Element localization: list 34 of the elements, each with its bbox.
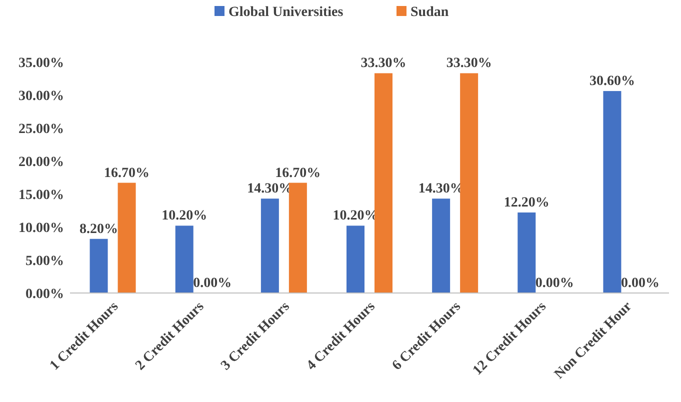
y-tick-label: 0.00%	[26, 286, 64, 302]
data-label: 33.30%	[446, 56, 492, 72]
y-tick-label: 20.00%	[18, 154, 64, 170]
data-label: 16.70%	[104, 166, 150, 181]
data-label: 0.00%	[620, 276, 660, 291]
data-label: 10.20%	[162, 208, 208, 224]
bar	[432, 198, 450, 293]
bar	[288, 182, 307, 293]
data-label: 8.20%	[80, 222, 118, 237]
data-label: 30.60%	[589, 74, 635, 90]
legend-label: Global Universities	[228, 5, 344, 20]
data-label: 12.20%	[504, 195, 550, 210]
bar	[346, 226, 364, 293]
bar	[603, 91, 622, 293]
bar	[260, 198, 279, 293]
data-label: 10.20%	[332, 208, 378, 224]
data-label: 14.30%	[247, 182, 293, 197]
bar	[175, 226, 194, 293]
bar	[90, 238, 108, 293]
data-label: 33.30%	[360, 56, 406, 72]
y-tick-label: 5.00%	[26, 254, 64, 269]
bar	[118, 182, 136, 293]
y-tick-label: 15.00%	[18, 188, 64, 203]
data-label: 0.00%	[535, 276, 574, 291]
y-tick-label: 25.00%	[18, 122, 64, 137]
bar	[460, 73, 478, 293]
data-label: 16.70%	[275, 166, 321, 181]
bar	[374, 73, 392, 293]
y-tick-label: 35.00%	[18, 56, 64, 71]
y-tick-label: 30.00%	[18, 88, 64, 104]
bar	[518, 212, 536, 293]
legend-label: Sudan	[410, 5, 449, 20]
data-label: 0.00%	[193, 276, 232, 291]
y-tick-label: 10.00%	[18, 220, 64, 236]
